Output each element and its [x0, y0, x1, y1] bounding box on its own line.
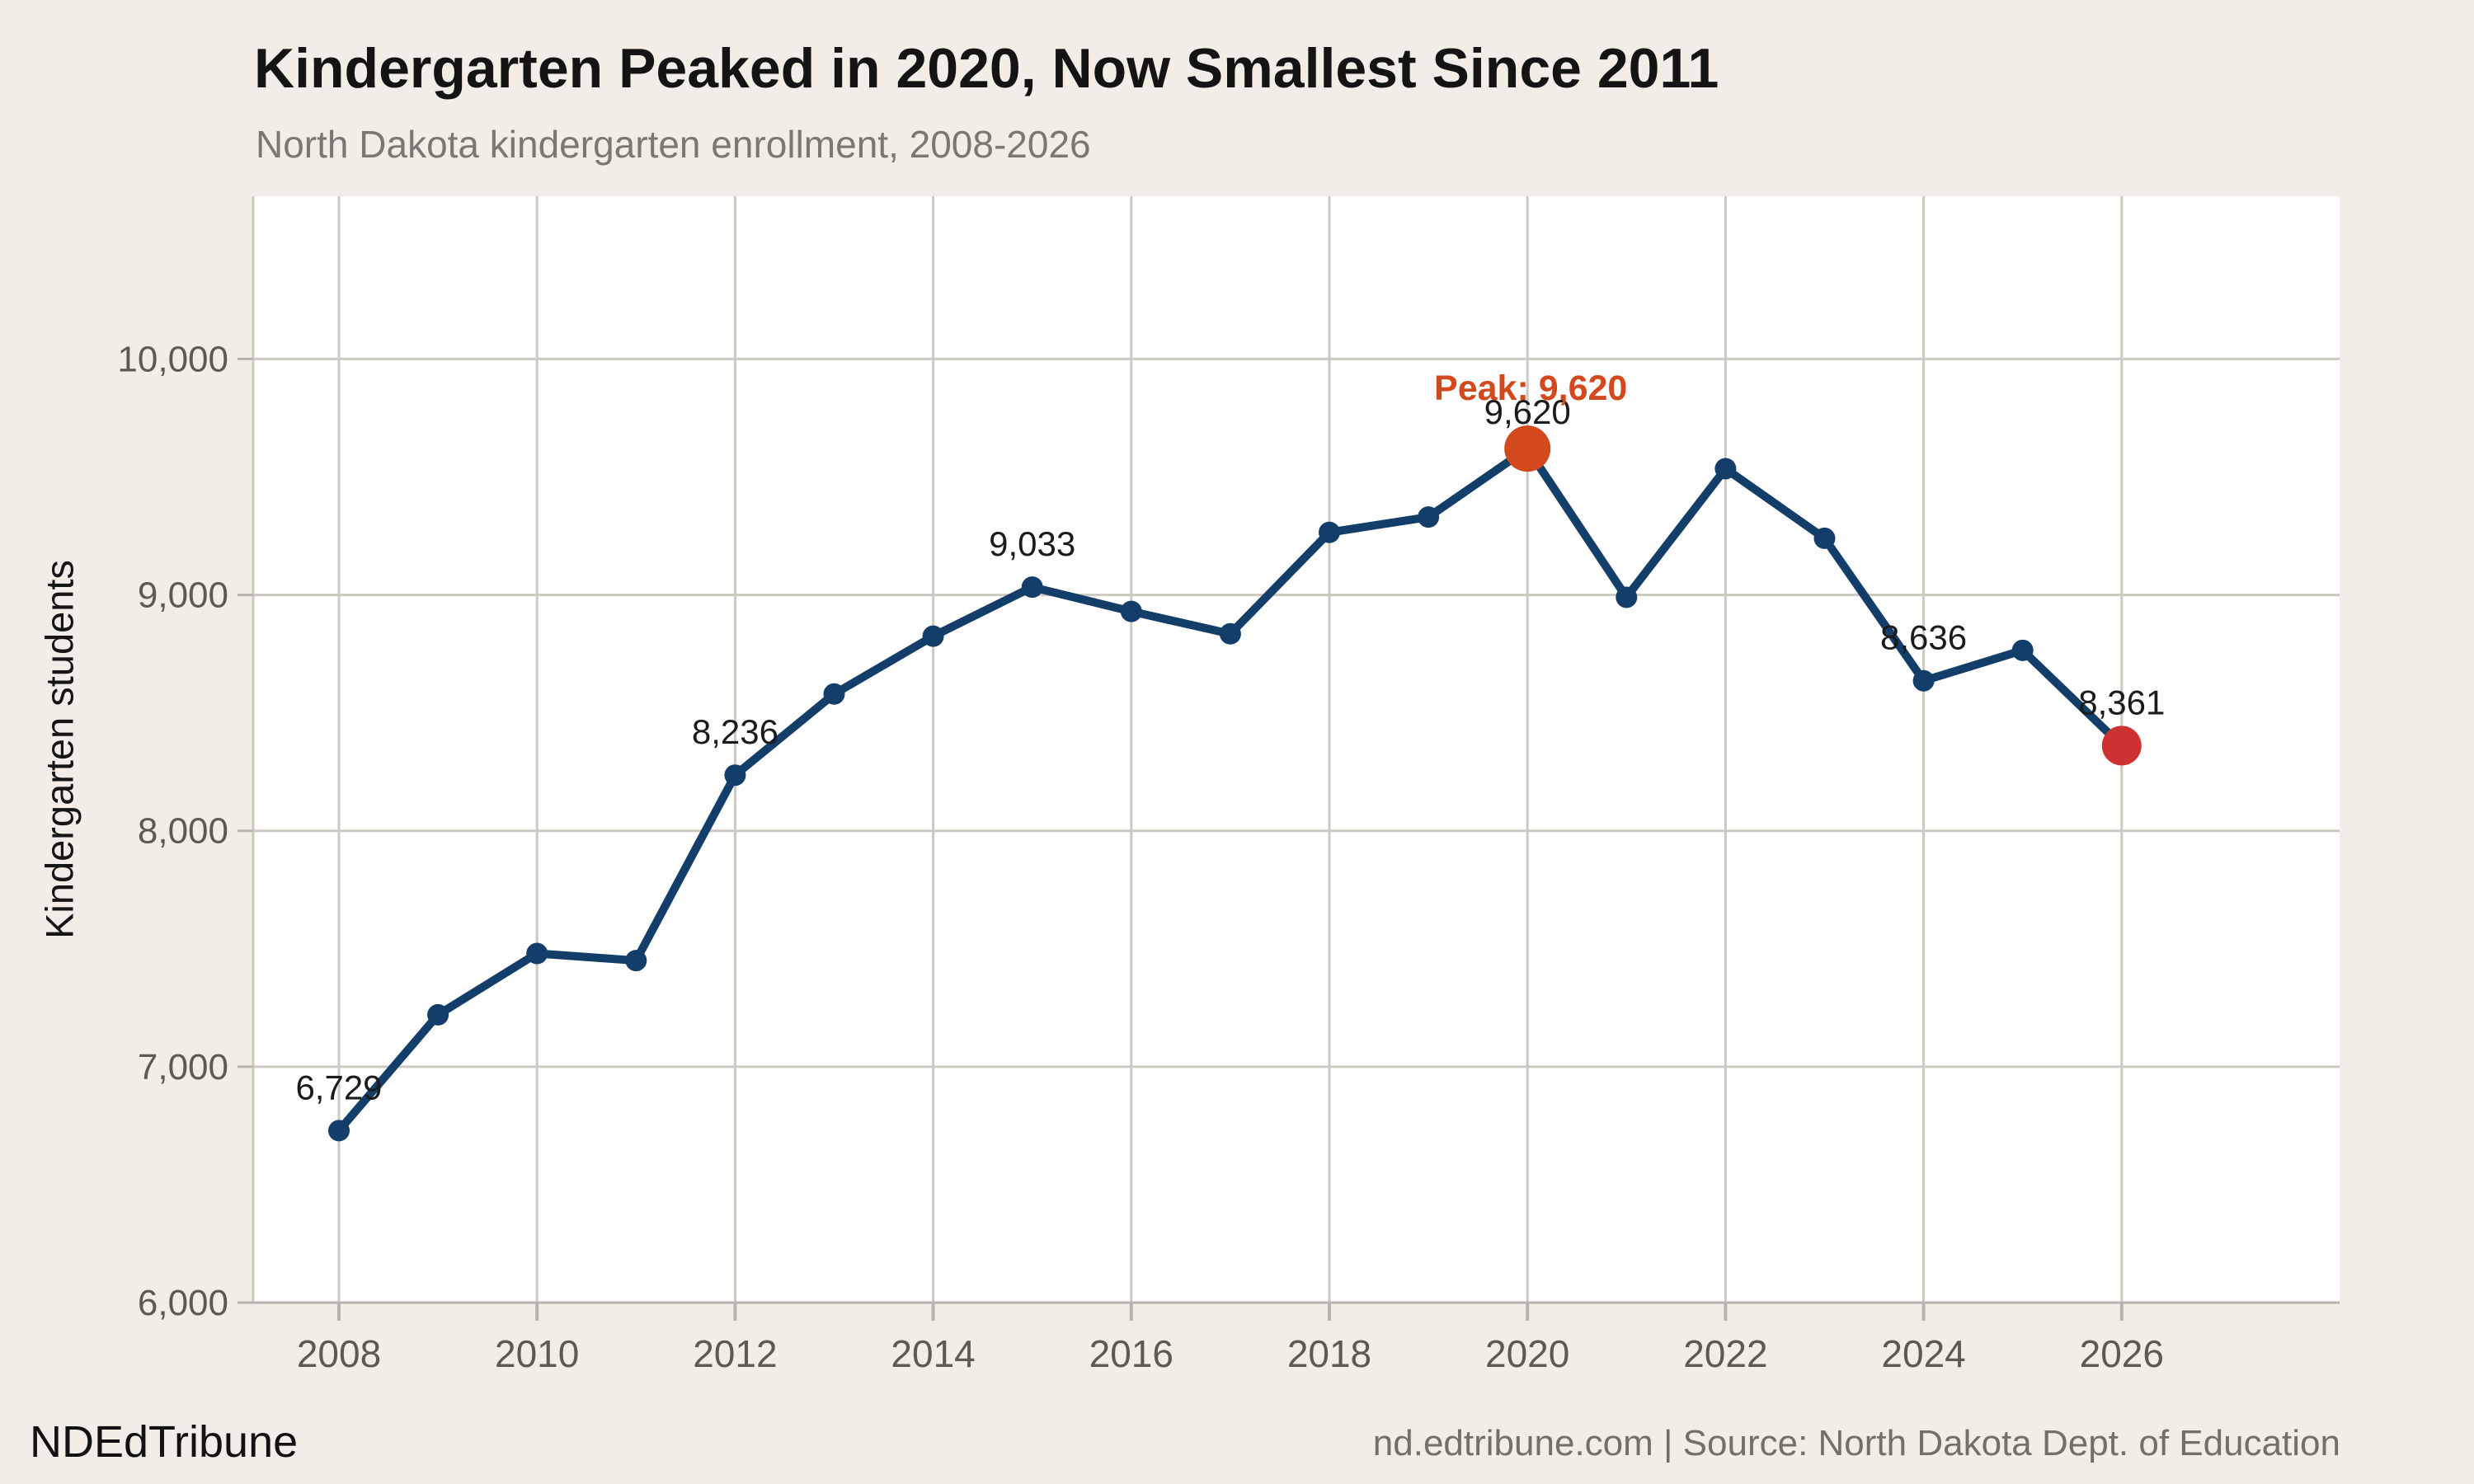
y-tick-label: 10,000: [117, 339, 228, 379]
data-label-2024: 8,636: [1880, 618, 1967, 657]
data-point-2025: [2011, 639, 2034, 661]
data-point-2024: [1912, 669, 1935, 692]
x-tick-label: 2008: [297, 1332, 381, 1375]
x-tick-label: 2024: [1881, 1332, 1965, 1375]
data-point-2013: [823, 683, 845, 705]
y-tick-label: 8,000: [138, 811, 228, 852]
data-point-2022: [1714, 458, 1737, 480]
brand-logo-text: NDEdTribune: [30, 1417, 299, 1467]
x-tick-label: 2022: [1683, 1332, 1767, 1375]
data-point-2014: [922, 625, 944, 647]
chart-subtitle: North Dakota kindergarten enrollment, 20…: [256, 123, 1091, 166]
latest-data-point: [2101, 726, 2142, 766]
x-tick-label: 2010: [495, 1332, 579, 1375]
x-tick-label: 2018: [1287, 1332, 1371, 1375]
data-label-2015: 9,033: [989, 524, 1075, 563]
data-point-2019: [1418, 506, 1440, 528]
x-tick-label: 2014: [891, 1332, 975, 1375]
data-point-2018: [1318, 521, 1340, 543]
data-point-2012: [724, 764, 746, 787]
x-tick-label: 2020: [1485, 1332, 1569, 1375]
peak-data-point: [1504, 425, 1551, 472]
data-label-2026: 8,361: [2078, 683, 2165, 721]
data-point-2016: [1120, 600, 1142, 622]
data-point-2008: [328, 1120, 350, 1142]
data-point-2011: [625, 950, 647, 972]
y-tick-label: 6,000: [138, 1283, 228, 1323]
x-tick-label: 2016: [1089, 1332, 1174, 1375]
data-label-2008: 6,729: [295, 1068, 382, 1106]
data-point-2023: [1813, 527, 1836, 549]
plot-area: [253, 196, 2340, 1303]
data-point-2021: [1616, 586, 1638, 608]
chart-title: Kindergarten Peaked in 2020, Now Smalles…: [254, 37, 1719, 100]
data-label-2020: 9,620: [1484, 392, 1571, 431]
peak-annotation: Peak: 9,620: [1434, 369, 1627, 408]
y-axis-title: Kindergarten students: [37, 560, 82, 939]
data-point-2009: [427, 1003, 449, 1026]
source-attribution: nd.edtribune.com | Source: North Dakota …: [1372, 1423, 2340, 1463]
x-tick-label: 2026: [2080, 1332, 2164, 1375]
x-tick-label: 2012: [693, 1332, 777, 1375]
y-tick-label: 7,000: [138, 1047, 228, 1087]
data-point-2010: [526, 942, 548, 965]
data-point-2015: [1021, 576, 1043, 599]
y-tick-label: 9,000: [138, 575, 228, 616]
data-point-2017: [1219, 622, 1241, 645]
data-label-2012: 8,236: [692, 712, 778, 751]
